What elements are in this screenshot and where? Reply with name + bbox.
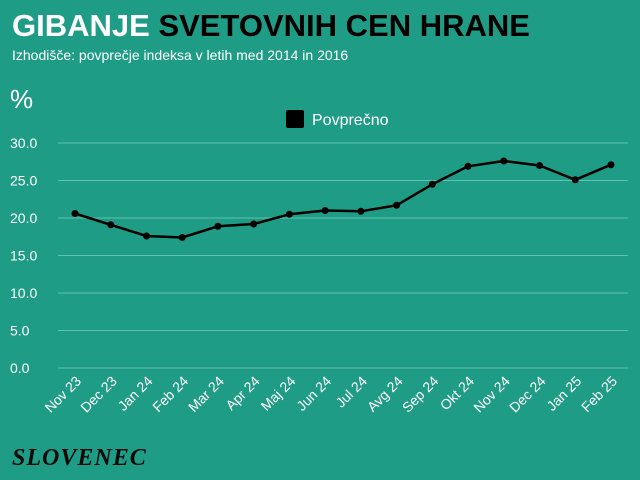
data-point <box>214 222 222 230</box>
x-tick-label: Nov 23 <box>41 373 84 416</box>
x-tick-label: Jun 24 <box>293 373 334 414</box>
x-tick-label: Apr 24 <box>222 373 263 414</box>
x-tick-label: Jan 24 <box>115 373 156 414</box>
x-tick-label: Maj 24 <box>257 373 298 414</box>
x-tick-label: Mar 24 <box>185 373 227 415</box>
grid-lines <box>58 142 628 369</box>
y-tick-label: 20.0 <box>10 210 37 226</box>
x-tick-label: Feb 25 <box>578 373 620 415</box>
page-title: GIBANJE SVETOVNIH CEN HRANE <box>12 8 530 44</box>
y-tick-labels: 0.0 5.0 10.0 15.0 20.0 25.0 30.0 <box>10 135 37 376</box>
y-axis-unit: % <box>10 84 34 114</box>
y-tick-label: 15.0 <box>10 248 37 264</box>
brand-logo: SLOVENEC <box>12 445 147 471</box>
data-point <box>536 162 544 169</box>
data-point <box>321 207 329 214</box>
x-tick-label: Dec 23 <box>77 373 120 416</box>
data-point <box>107 221 115 229</box>
data-point <box>285 210 293 218</box>
legend-swatch <box>286 110 304 128</box>
data-point <box>500 157 508 165</box>
x-tick-label: Nov 24 <box>470 373 513 416</box>
y-tick-label: 25.0 <box>10 173 37 189</box>
y-tick-label: 10.0 <box>10 285 37 301</box>
x-tick-label: Jan 25 <box>543 373 584 414</box>
data-point <box>464 162 472 170</box>
x-tick-label: Okt 24 <box>437 373 478 414</box>
data-point <box>142 232 150 240</box>
data-point <box>357 207 365 215</box>
data-point <box>393 201 401 209</box>
legend-label: Povprečno <box>312 112 389 129</box>
y-tick-label: 30.0 <box>10 135 37 151</box>
x-tick-label: Dec 24 <box>506 373 549 416</box>
series-group <box>71 157 615 241</box>
x-tick-label: Avg 24 <box>364 373 406 415</box>
data-point <box>71 210 79 217</box>
data-point <box>607 161 615 169</box>
x-tick-label: Feb 24 <box>149 373 191 415</box>
data-point <box>178 234 186 241</box>
x-tick-label: Sep 24 <box>399 373 442 416</box>
y-tick-label: 5.0 <box>10 323 30 339</box>
data-point <box>250 220 258 228</box>
title-part-2: SVETOVNIH CEN HRANE <box>158 8 530 43</box>
legend: Povprečno <box>286 110 389 129</box>
data-point <box>571 176 579 184</box>
series-line <box>74 159 612 239</box>
data-point <box>428 180 436 188</box>
y-tick-label: 0.0 <box>10 360 30 376</box>
title-part-1: GIBANJE <box>12 8 150 43</box>
subtitle: Izhodišče: povprečje indeksa v letih med… <box>12 47 349 63</box>
